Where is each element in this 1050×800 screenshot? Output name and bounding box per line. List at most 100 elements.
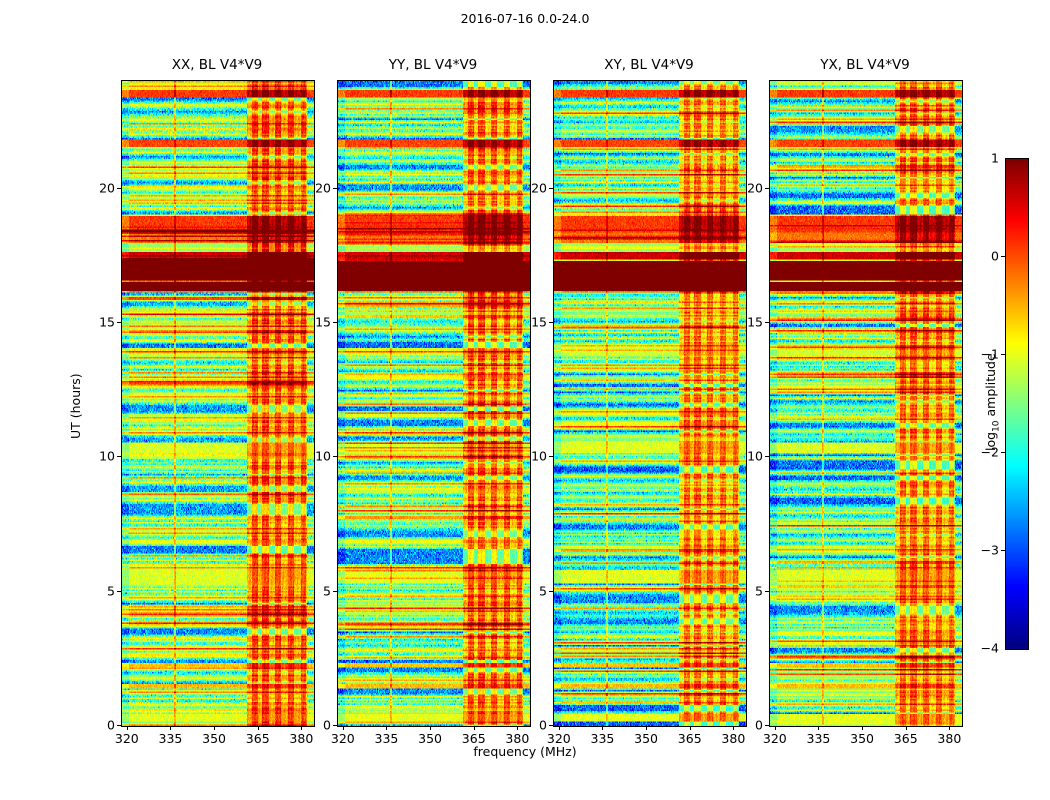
x-tick-mark [602,726,604,730]
y-tick-label: 10 [315,448,331,464]
y-tick-label: 20 [315,180,331,195]
y-tick-mark [117,590,121,592]
waterfall-image-yy [337,80,531,727]
x-axis-label: frequency (MHz) [473,744,577,759]
x-tick-label: 320 [114,731,139,746]
y-tick-label: 15 [747,314,763,330]
y-tick-label: 15 [315,314,331,330]
y-tick-mark [117,187,121,189]
colorbar-tick-mark [1001,256,1005,257]
x-tick-label: 380 [937,731,962,746]
x-tick-mark [818,726,820,730]
colorbar-tick-label: −3 [980,542,999,558]
x-tick-mark [646,726,648,730]
y-tick-mark [117,321,121,323]
y-tick-label: 10 [99,448,115,464]
x-tick-mark [689,726,691,730]
y-tick-mark [333,456,337,458]
x-tick-mark [386,726,388,730]
x-tick-label: 320 [762,731,787,746]
y-tick-label: 5 [107,583,115,599]
x-tick-label: 350 [202,731,227,746]
x-tick-label: 335 [590,731,615,746]
x-tick-label: 350 [634,731,659,746]
panel-xy: XY, BL V4*V9 [553,57,747,727]
y-tick-mark [333,725,337,726]
panel-title-xx: XX, BL V4*V9 [171,57,263,73]
x-tick-label: 320 [330,731,355,746]
y-tick-label: 15 [99,314,115,330]
colorbar-tick-label: −4 [980,640,999,656]
y-tick-label: 5 [755,583,763,599]
y-tick-mark [549,187,553,189]
y-tick-label: 5 [323,583,331,599]
x-tick-label: 380 [505,731,530,746]
figure-suptitle: 2016-07-16 0.0-24.0 [460,11,590,26]
colorbar-gradient [1005,158,1029,650]
x-tick-mark [733,726,735,730]
y-tick-label: 20 [531,180,547,195]
y-tick-mark [333,590,337,592]
y-tick-mark [333,321,337,323]
y-tick-mark [765,590,769,592]
x-tick-mark [949,726,951,730]
y-tick-label: 5 [539,583,547,599]
x-tick-mark [774,726,776,730]
y-tick-mark [549,456,553,458]
y-tick-mark [117,456,121,458]
x-tick-label: 335 [806,731,831,746]
x-tick-mark [430,726,432,730]
waterfall-image-xy [553,80,747,727]
x-tick-mark [905,726,907,730]
x-tick-mark [558,726,560,730]
x-tick-label: 335 [374,731,399,746]
y-tick-mark [549,725,553,726]
panel-xx: XX, BL V4*V9 [121,57,315,727]
panel-yy: YY, BL V4*V9 [337,57,531,727]
x-tick-label: 335 [158,731,183,746]
x-tick-mark [342,726,344,730]
x-tick-mark [517,726,519,730]
colorbar-tick-label: −2 [980,444,999,460]
x-tick-label: 350 [850,731,875,746]
x-tick-mark [473,726,475,730]
x-tick-mark [170,726,172,730]
y-tick-label: 0 [539,717,547,733]
x-tick-mark [301,726,303,730]
y-tick-label: 0 [755,717,763,733]
y-tick-label: 15 [531,314,547,330]
colorbar-label: log10 amplitude [983,353,1002,451]
colorbar-tick-label: 1 [991,150,999,166]
colorbar-tick-mark [1001,354,1005,355]
y-tick-label: 0 [107,717,115,733]
waterfall-image-xx [121,80,315,727]
x-tick-mark [862,726,864,730]
y-tick-mark [765,187,769,189]
colorbar [1005,158,1029,650]
y-tick-mark [333,187,337,189]
y-tick-mark [765,725,769,726]
y-tick-mark [765,456,769,458]
waterfall-image-yx [769,80,963,727]
y-tick-mark [765,321,769,323]
x-tick-mark [257,726,259,730]
x-tick-label: 380 [721,731,746,746]
x-tick-label: 320 [546,731,571,746]
y-tick-label: 20 [99,180,115,195]
y-tick-label: 20 [747,180,763,195]
colorbar-tick-label: 0 [991,248,999,264]
panel-yx: YX, BL V4*V9 [769,57,963,727]
y-tick-mark [549,321,553,323]
x-tick-mark [214,726,216,730]
x-tick-label: 365 [245,731,270,746]
y-tick-label: 10 [531,448,547,464]
x-tick-label: 365 [677,731,702,746]
x-tick-label: 365 [461,731,486,746]
y-tick-mark [117,725,121,726]
y-tick-label: 10 [747,448,763,464]
y-tick-mark [549,590,553,592]
colorbar-tick-label: −1 [980,346,999,362]
y-axis-label: UT (hours) [68,372,83,439]
panel-title-xy: XY, BL V4*V9 [604,57,694,73]
